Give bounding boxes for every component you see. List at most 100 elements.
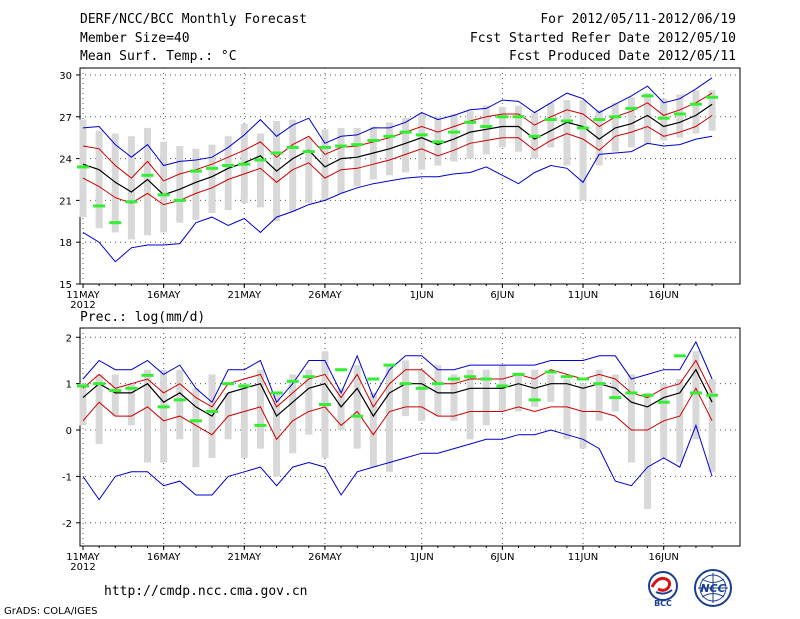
temperature-spread-box	[176, 146, 184, 223]
precipitation-spread-box	[79, 383, 87, 426]
precipitation-spread-box	[708, 379, 716, 472]
precipitation-median-marker	[270, 391, 283, 395]
temperature-spread-box	[692, 90, 700, 134]
temperature-ytick-label: 15	[59, 280, 72, 291]
temperature-spread-box	[289, 119, 297, 212]
temperature-spread-box	[482, 105, 490, 155]
temperature-median-marker	[415, 133, 428, 137]
precipitation-median-marker	[625, 391, 638, 395]
temperature-median-marker	[270, 151, 283, 155]
precipitation-median-marker	[335, 368, 348, 372]
temperature-median-marker	[560, 119, 573, 123]
temperature-median-marker	[399, 130, 412, 134]
temperature-upper-line	[82, 92, 713, 182]
temperature-median-marker	[125, 200, 138, 204]
temperature-median-marker	[189, 169, 202, 173]
precipitation-spread-box	[676, 379, 684, 463]
temperature-xtick-label: 16MAY	[147, 290, 181, 301]
precipitation-median-marker	[286, 379, 299, 383]
precipitation-xtick-label: 11MAY	[66, 552, 100, 563]
precipitation-spread-box	[434, 365, 442, 417]
precipitation-median-marker	[109, 389, 122, 393]
temperature-spread-box	[144, 127, 152, 236]
temperature-xtick-label: 6JUN	[490, 290, 514, 301]
source-url: http://cmdp.ncc.cma.gov.cn	[104, 584, 308, 599]
temperature-xtick-label: 16JUN	[648, 290, 678, 301]
precipitation-spread-box	[337, 388, 345, 431]
temperature-spread-box	[676, 94, 684, 138]
temperature-spread-box	[515, 105, 523, 152]
temperature-median-marker	[302, 150, 315, 154]
temperature-spread-box	[402, 118, 410, 173]
precipitation-spread-box	[111, 374, 119, 417]
temperature-ytick-label: 21	[59, 196, 72, 207]
precipitation-xtick-label: 16JUN	[648, 552, 678, 563]
precipitation-median-marker	[609, 396, 622, 400]
precipitation-median-marker	[157, 405, 170, 409]
temperature-spread-box	[563, 100, 571, 166]
precipitation-spread-box	[450, 374, 458, 421]
precipitation-spread-box	[692, 351, 700, 440]
temperature-median-marker	[173, 198, 186, 202]
precipitation-spread-box	[402, 360, 410, 417]
temperature-median-marker	[367, 138, 380, 142]
temperature-spread-box	[579, 100, 587, 201]
precipitation-median-marker	[496, 384, 509, 388]
temperature-spread-box	[595, 109, 603, 166]
precipitation-median-marker	[528, 398, 541, 402]
temperature-median-marker	[512, 115, 525, 119]
temperature-ytick-label: 27	[59, 113, 72, 124]
precipitation-spread-box	[256, 369, 264, 449]
precipitation-median-marker	[689, 391, 702, 395]
temperature-spread-box	[160, 141, 168, 233]
precipitation-ytick-label: -2	[62, 519, 72, 530]
temperature-median-marker	[206, 166, 219, 170]
precipitation-upper-line	[82, 359, 713, 408]
precipitation-median-marker	[706, 393, 719, 397]
precipitation-spread-box	[579, 383, 587, 449]
chart-title: DERF/NCC/BCC Monthly Forecast	[80, 12, 307, 27]
temperature-panel-label: Mean Surf. Temp.: °C	[80, 49, 237, 64]
precipitation-median-marker	[351, 414, 364, 418]
bcc-logo-text: BCC	[654, 599, 672, 608]
temperature-ytick-label: 18	[59, 238, 72, 249]
temperature-median-marker	[335, 144, 348, 148]
temperature-median-marker	[77, 165, 89, 169]
temperature-median-marker	[673, 112, 686, 116]
precipitation-mean-line	[82, 368, 713, 418]
precipitation-spread-box	[466, 369, 474, 440]
precipitation-plot-frame	[79, 327, 741, 547]
temperature-spread-box	[498, 107, 506, 148]
precipitation-spread-box	[369, 392, 377, 468]
temperature-xtick-year: 2012	[70, 300, 95, 311]
temperature-xtick-label: 1JUN	[410, 290, 434, 301]
precipitation-xtick-label: 21MAY	[228, 552, 262, 563]
temperature-median-marker	[318, 145, 331, 149]
fcst-started-date: Fcst Started Refer Date 2012/05/10	[469, 31, 736, 46]
precipitation-lower-line	[82, 387, 713, 441]
precipitation-spread-box	[144, 369, 152, 463]
precipitation-spread-box	[515, 374, 523, 412]
precipitation-median-marker	[302, 375, 315, 379]
temperature-spread-box	[644, 93, 652, 145]
precipitation-median-marker	[125, 386, 138, 390]
precipitation-median-marker	[189, 419, 202, 423]
precipitation-median-marker	[238, 384, 251, 388]
precipitation-median-marker	[447, 377, 460, 381]
temperature-lower-line	[82, 114, 713, 206]
temperature-spread-box	[627, 97, 635, 148]
precipitation-xtick-label: 11JUN	[568, 552, 598, 563]
precipitation-xtick-label: 26MAY	[308, 552, 342, 563]
temperature-median-marker	[351, 143, 364, 147]
ncc-logo-text: NCC	[700, 582, 725, 595]
temperature-median-marker	[157, 193, 170, 197]
temperature-median-marker	[93, 204, 106, 208]
temperature-median-marker	[689, 102, 702, 106]
precipitation-xtick-label: 6JUN	[490, 552, 514, 563]
temperature-median-marker	[286, 145, 299, 149]
temperature-max-line	[82, 77, 713, 167]
precipitation-median-marker	[657, 400, 670, 404]
precipitation-median-marker	[464, 375, 477, 379]
temperature-median-marker	[141, 173, 154, 177]
temperature-median-marker	[706, 95, 719, 99]
